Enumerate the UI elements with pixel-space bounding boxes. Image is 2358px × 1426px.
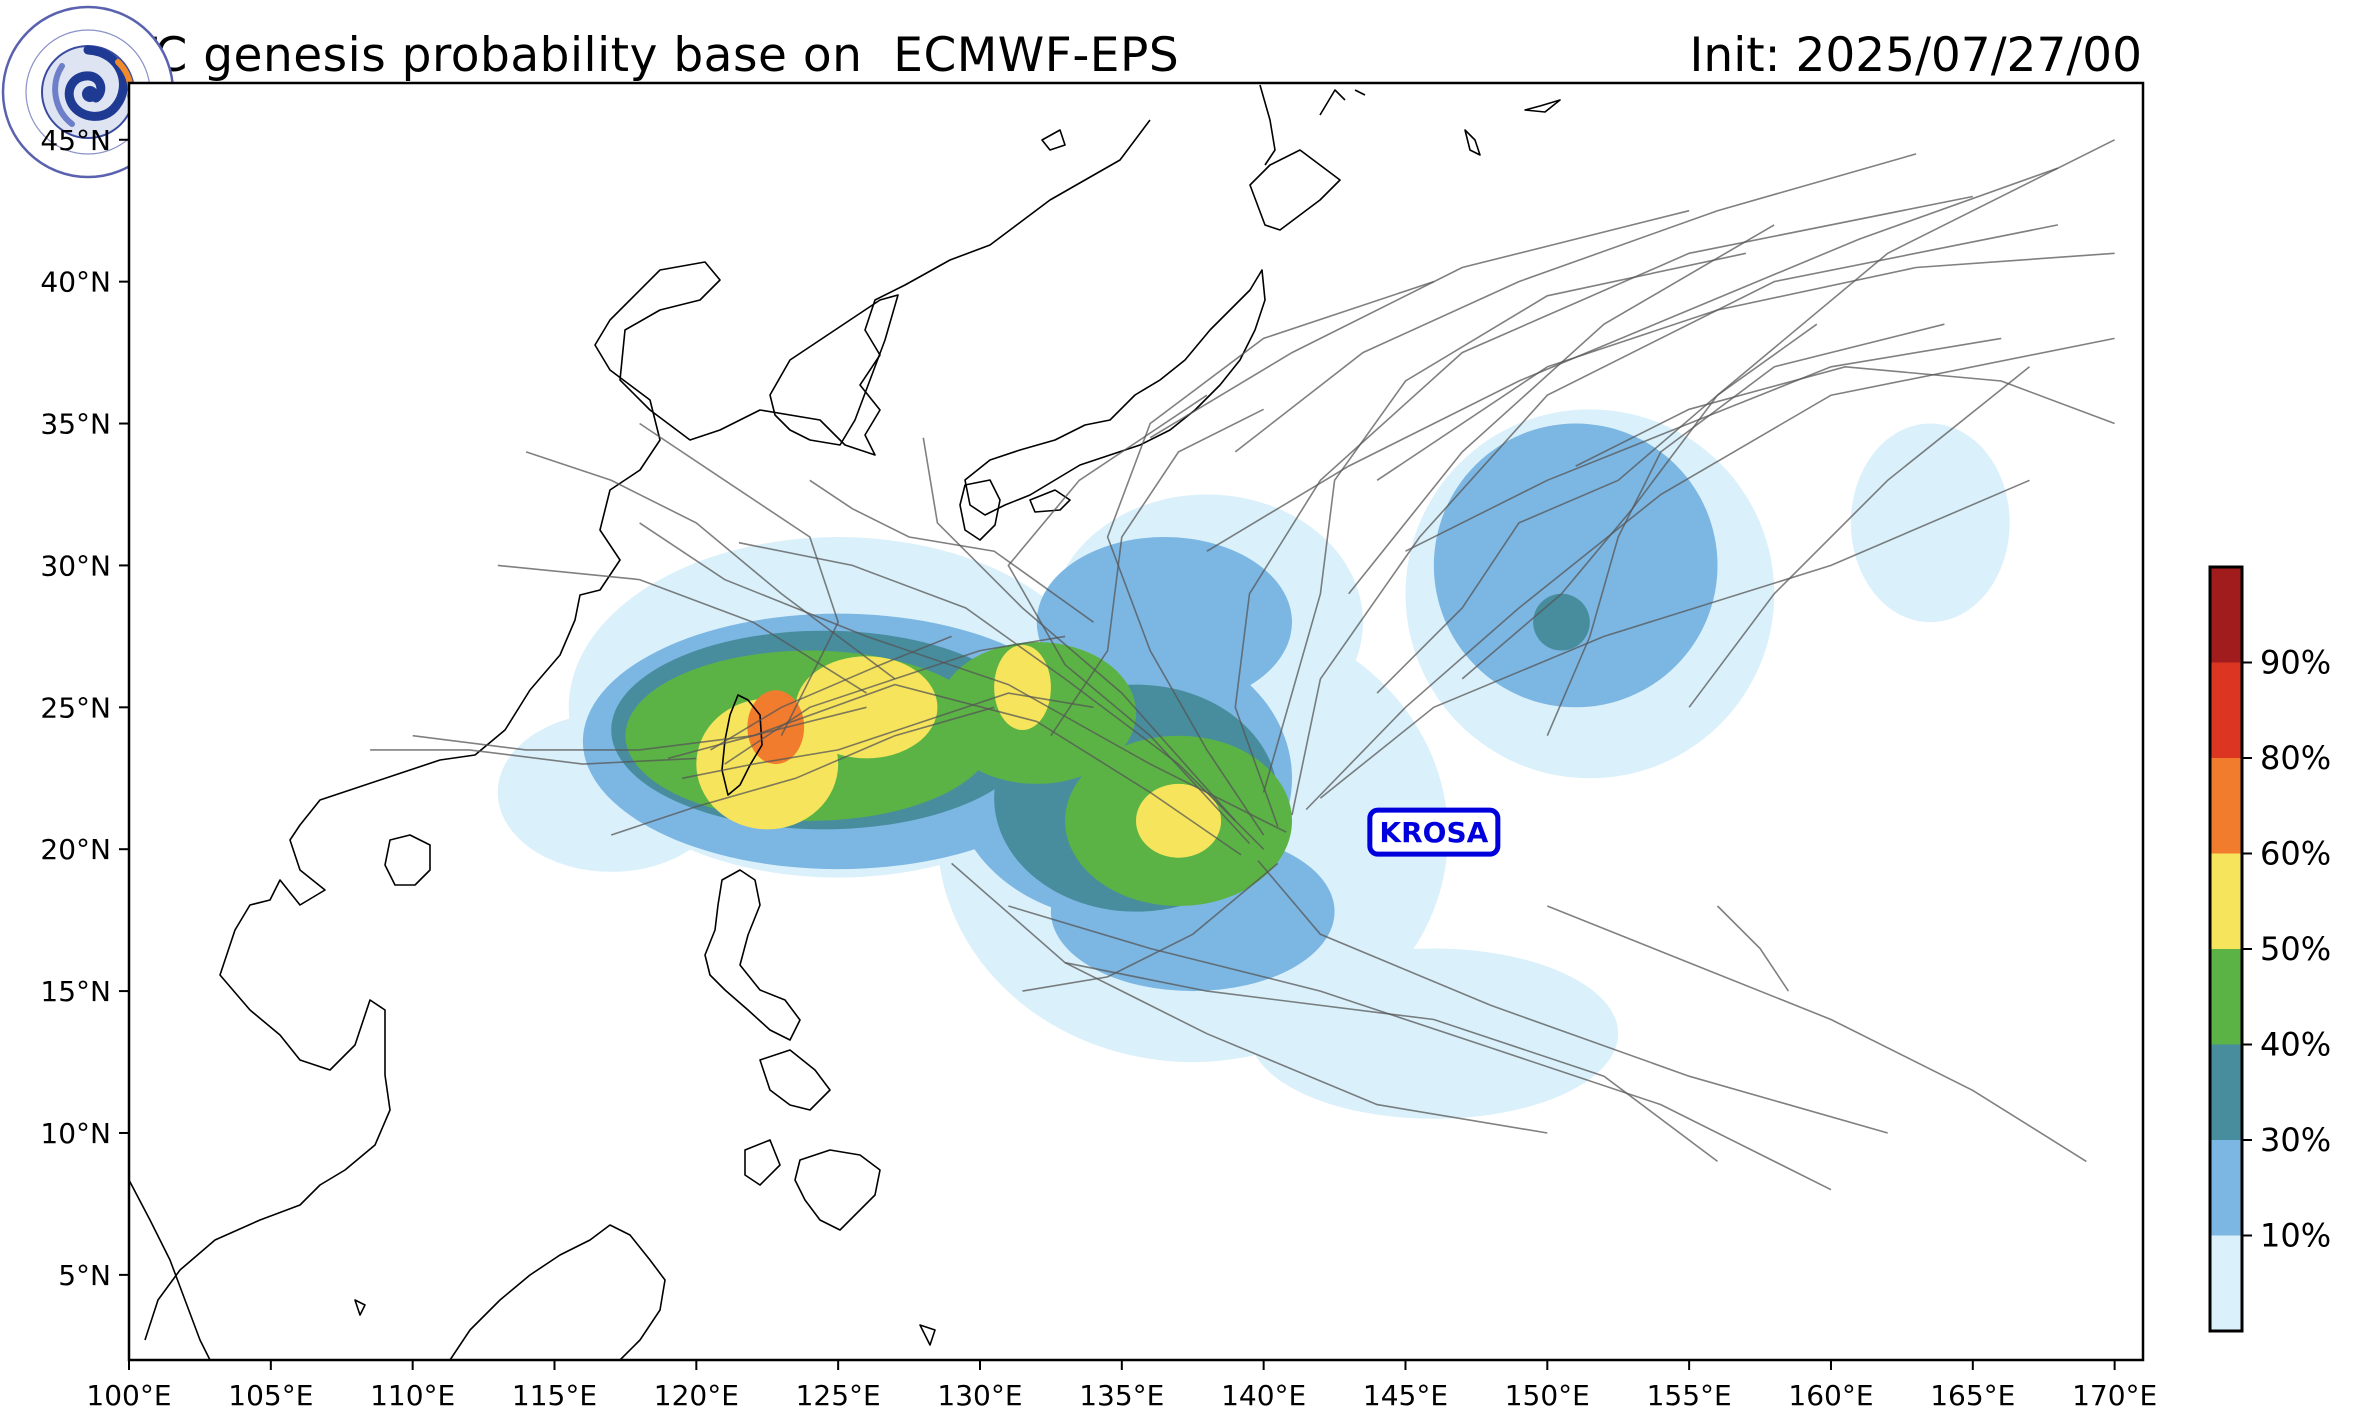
- ensemble-track-19: [525, 451, 896, 680]
- colorbar-swatch: [2210, 853, 2242, 949]
- ensemble-track-7: [1022, 862, 1279, 992]
- ensemble-track-29: [1376, 252, 2115, 481]
- probability-area-21: [1136, 783, 1222, 858]
- probability-area-14: [1533, 593, 1590, 651]
- lon-tick-label: 115°E: [512, 1379, 597, 1412]
- colorbar-swatch: [2210, 949, 2242, 1045]
- lon-tick-label: 105°E: [228, 1379, 313, 1412]
- map-axes: 100°E 105°E 110°E 115°E 120°E 125°E 130°E 135°E…: [40, 124, 2157, 1412]
- coastlines: [129, 84, 1561, 1360]
- ensemble-track-13: [1064, 961, 1718, 1163]
- lon-tick-label: 125°E: [796, 1379, 881, 1412]
- lat-tick-label: 20°N: [40, 833, 111, 866]
- map-border: [127, 81, 2145, 1362]
- colorbar-label: 30%: [2260, 1121, 2331, 1159]
- ensemble-track-28: [1405, 337, 2002, 552]
- ensemble-track-22: [370, 749, 697, 765]
- ensemble-tracks: [370, 139, 2115, 1191]
- colorbar-swatch: [2210, 1044, 2242, 1140]
- genesis-probability-shading: [497, 409, 2010, 1119]
- ensemble-track-32: [1234, 153, 1917, 453]
- ensemble-track-38: [1262, 252, 1747, 793]
- lat-tick-label: 5°N: [58, 1259, 111, 1292]
- colorbar-swatch: [2210, 758, 2242, 854]
- lon-tick-label: 160°E: [1788, 1379, 1873, 1412]
- colorbar-label: 10%: [2260, 1217, 2331, 1255]
- storm-label: KROSA: [1367, 807, 1501, 857]
- ensemble-track-0: [667, 683, 1242, 856]
- lat-tick-label: 25°N: [40, 691, 111, 724]
- lat-tick-label: 35°N: [40, 408, 111, 441]
- ensemble-track-5: [738, 541, 1265, 850]
- colorbar-label: 60%: [2260, 835, 2331, 873]
- ensemble-track-37: [1575, 365, 2115, 467]
- lon-tick-label: 120°E: [654, 1379, 739, 1412]
- lon-tick-label: 170°E: [2072, 1379, 2157, 1412]
- ensemble-track-34: [1376, 323, 1818, 694]
- ensemble-track-17: [681, 692, 1094, 780]
- ensemble-track-3: [1234, 195, 1973, 827]
- lon-tick-label: 165°E: [1930, 1379, 2015, 1412]
- ensemble-track-20: [497, 564, 867, 694]
- colorbar-label: 40%: [2260, 1026, 2331, 1064]
- ensemble-track-18: [639, 422, 840, 737]
- ensemble-track-36: [1716, 905, 1790, 992]
- lon-tick-label: 150°E: [1505, 1379, 1590, 1412]
- lon-tick-label: 155°E: [1647, 1379, 1732, 1412]
- ensemble-track-11: [1257, 860, 1888, 1134]
- colorbar-swatch: [2210, 1140, 2242, 1236]
- ensemble-track-9: [1106, 280, 1435, 836]
- ensemble-track-24: [809, 479, 1094, 623]
- lat-tick-label: 15°N: [40, 975, 111, 1008]
- ensemble-track-31: [1206, 167, 2059, 552]
- colorbar-swatch: [2210, 662, 2242, 758]
- colorbar-swatch: [2210, 567, 2242, 663]
- lon-tick-label: 135°E: [1079, 1379, 1164, 1412]
- lon-tick-label: 145°E: [1363, 1379, 1448, 1412]
- ensemble-track-27: [1688, 366, 2030, 708]
- lat-tick-label: 45°N: [40, 124, 111, 157]
- lon-tick-label: 110°E: [370, 1379, 455, 1412]
- probability-area-11: [1433, 423, 1718, 708]
- ensemble-track-14: [951, 862, 1548, 1134]
- lon-tick-label: 100°E: [86, 1379, 171, 1412]
- colorbar-label: 50%: [2260, 930, 2331, 968]
- ensemble-track-16: [710, 635, 952, 751]
- ensemble-track-30: [1348, 224, 1775, 595]
- ensemble-track-21: [412, 706, 867, 751]
- colorbar-label: 90%: [2260, 644, 2331, 682]
- ensemble-track-4: [1291, 224, 2059, 816]
- map-title: TC genesis probability base on ECMWF-EPS: [128, 28, 1180, 83]
- lat-tick-label: 30°N: [40, 549, 111, 582]
- ensemble-track-1: [639, 522, 1287, 833]
- ensemble-track-33: [1149, 209, 1690, 439]
- lat-tick-label: 10°N: [40, 1117, 111, 1150]
- probability-area-20: [994, 644, 1051, 731]
- ensemble-track-2: [1007, 394, 1251, 845]
- probability-area-4: [1249, 948, 1619, 1119]
- lat-tick-label: 40°N: [40, 266, 111, 299]
- ensemble-track-8: [922, 437, 1236, 822]
- ensemble-track-26: [1546, 323, 1945, 737]
- storm-name: KROSA: [1379, 816, 1488, 849]
- ensemble-track-10: [1319, 479, 2030, 799]
- colorbar: 10% 30% 40% 50% 60% 80% 90%: [2208, 565, 2331, 1333]
- ensemble-track-12: [1008, 905, 1832, 1191]
- ensemble-track-25: [1461, 139, 2115, 680]
- colorbar-swatch: [2210, 1235, 2242, 1331]
- init-time: Init: 2025/07/27/00: [1689, 28, 2142, 83]
- lon-tick-label: 140°E: [1221, 1379, 1306, 1412]
- ensemble-track-23: [610, 706, 995, 836]
- colorbar-label: 80%: [2260, 739, 2331, 777]
- ensemble-track-6: [1305, 337, 2115, 811]
- ensemble-track-39: [1050, 408, 1264, 737]
- lon-tick-label: 130°E: [937, 1379, 1022, 1412]
- ensemble-track-35: [1547, 905, 2087, 1163]
